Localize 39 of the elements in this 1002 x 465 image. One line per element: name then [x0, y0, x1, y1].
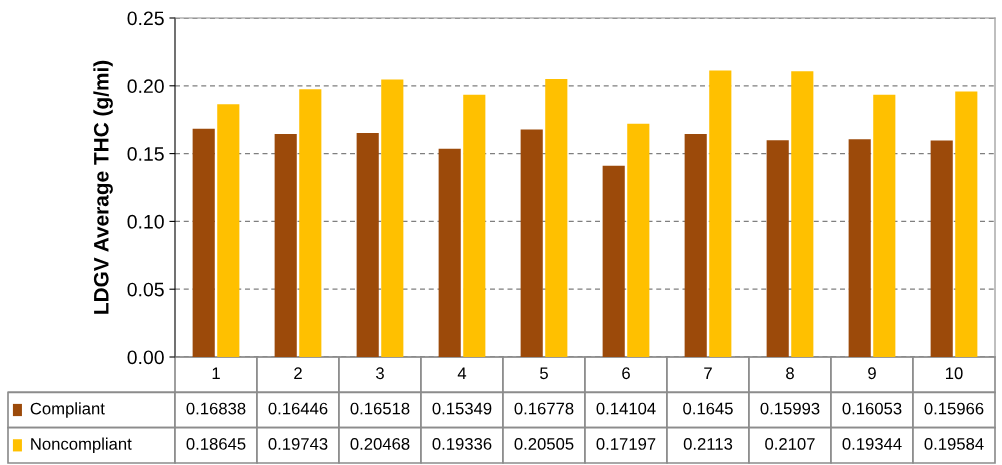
x-tick-label: 5 — [540, 367, 548, 380]
data-label: 0.20505 — [514, 438, 574, 450]
y-tick-label: 0.05 — [127, 282, 164, 297]
x-tick-label: 4 — [457, 367, 467, 379]
x-tick-label: 9 — [868, 367, 876, 380]
data-label: 0.16518 — [350, 402, 410, 415]
data-label: 0.15993 — [760, 402, 820, 415]
data-label: 0.16053 — [842, 402, 902, 415]
data-label: 0.2107 — [765, 438, 815, 450]
x-tick-label: 6 — [622, 367, 630, 380]
x-tick-label: 3 — [376, 367, 384, 380]
y-axis-title: LDGV Average THC (g/mi) — [93, 60, 113, 314]
data-label: 0.19336 — [432, 438, 492, 450]
data-label: 0.19584 — [924, 438, 984, 450]
data-label: 0.16778 — [514, 402, 574, 415]
data-label: 0.15349 — [432, 402, 492, 415]
y-tick-label: 0.15 — [127, 147, 164, 161]
x-tick-label: 10 — [946, 367, 963, 380]
y-tick-label: 0.10 — [127, 214, 164, 229]
data-label: 0.20468 — [350, 438, 410, 450]
y-tick-label: 0.25 — [127, 11, 164, 26]
data-label: 0.15966 — [924, 402, 984, 415]
data-label: 0.19743 — [268, 438, 328, 450]
data-label: 0.18645 — [186, 438, 246, 450]
data-label: 0.16446 — [268, 402, 328, 415]
x-tick-label: 2 — [294, 367, 302, 379]
x-tick-label: 1 — [212, 367, 220, 379]
data-label: 0.17197 — [596, 438, 656, 450]
data-label: 0.19344 — [842, 438, 902, 450]
data-label: 0.14104 — [596, 402, 656, 415]
data-label: 0.2113 — [683, 438, 733, 450]
y-tick-label: 0.00 — [127, 350, 164, 365]
x-tick-label: 7 — [704, 367, 712, 379]
data-label: 0.16838 — [186, 402, 246, 415]
legend-label: Noncompliant — [31, 437, 132, 454]
y-tick-label: 0.20 — [127, 79, 164, 94]
x-tick-label: 8 — [786, 367, 794, 380]
data-label: 0.1645 — [683, 402, 733, 415]
legend-label: Compliant — [30, 402, 105, 418]
